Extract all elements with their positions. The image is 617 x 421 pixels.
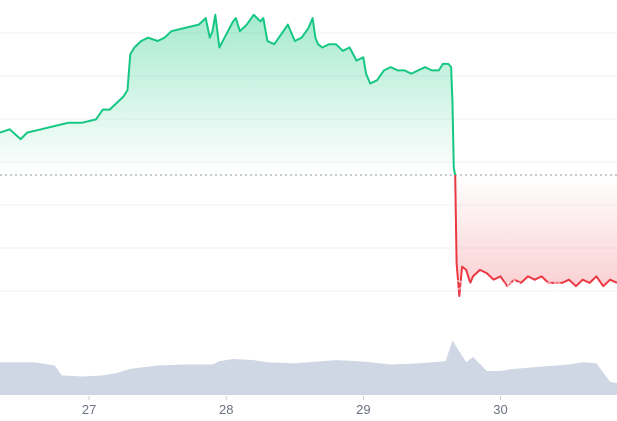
up-series-line bbox=[0, 13, 457, 176]
volume-area bbox=[0, 340, 617, 395]
volume-shape bbox=[0, 340, 617, 395]
x-tick-label: 27 bbox=[82, 402, 96, 417]
x-tick-label: 29 bbox=[356, 402, 370, 417]
price-area bbox=[0, 14, 617, 296]
up-area bbox=[0, 14, 456, 176]
down-series-line bbox=[454, 174, 617, 297]
watermark: CoinMarketCap bbox=[452, 277, 562, 294]
price-line bbox=[0, 13, 617, 297]
x-tick-label: 30 bbox=[493, 402, 507, 417]
x-axis: 27 28 29 30 bbox=[82, 396, 508, 417]
x-tick-label: 28 bbox=[219, 402, 233, 417]
down-area bbox=[455, 175, 617, 296]
